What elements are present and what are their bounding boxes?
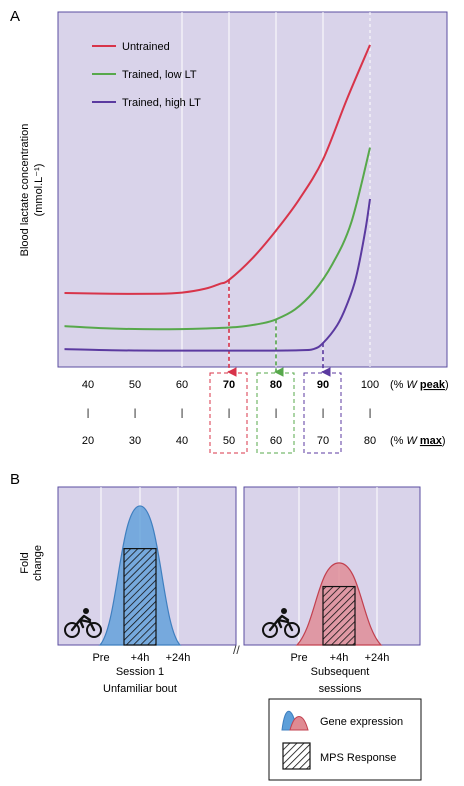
panel-a-background xyxy=(57,11,448,368)
session-time-label: +4h xyxy=(131,652,150,664)
x-tick-label-peak: 100 xyxy=(361,379,379,391)
panel-a-gridlines xyxy=(181,12,371,367)
x-axis-max-bold: max xyxy=(420,435,443,447)
session-2-label-line2: sessions xyxy=(319,683,362,695)
panel-a-y-axis-unit: (mmol.L⁻¹) xyxy=(33,164,45,217)
panel-a-legend: Untrained Trained, low LT Trained, high … xyxy=(92,41,201,109)
panel-b-legend: Gene expression MPS Response xyxy=(268,698,422,781)
cyclist-icon xyxy=(262,608,300,638)
x-tick-mark: | xyxy=(87,408,90,419)
mps-bar-session-1 xyxy=(123,548,157,646)
panel-b-session-1 xyxy=(57,486,237,646)
x-tick-mark: | xyxy=(134,408,137,419)
panel-a-series xyxy=(64,44,371,377)
legend-gene-expression-label: Gene expression xyxy=(320,716,403,728)
session-1-label-line2: Unfamiliar bout xyxy=(103,683,177,695)
series-line-untrained xyxy=(64,44,371,295)
x-tick-label-peak: 60 xyxy=(176,379,188,391)
panel-b-y-axis-title: Fold change xyxy=(19,545,44,581)
panel-a-x-axis: 40 | 20 50 | 30 60 | 40 70 | 50 80 | 60 90 | 70 100 | 80 xyxy=(82,379,379,447)
mps-bar-session-2 xyxy=(322,585,356,646)
session-time-label: +24h xyxy=(166,652,191,664)
series-line-trained-low xyxy=(64,147,371,331)
session-time-label: Pre xyxy=(290,652,307,664)
x-axis-max-prefix: (% xyxy=(390,435,407,447)
panel-b-x-axis: Pre +4h +24h Pre +4h +24h xyxy=(92,652,389,664)
axis-break-mark: // xyxy=(233,643,240,657)
panel-a-label: A xyxy=(10,8,20,25)
x-tick-label-peak: 40 xyxy=(82,379,94,391)
session-2-label-line1: Subsequent xyxy=(311,666,370,678)
panel-a-y-axis-label: Blood lactate concentration xyxy=(19,124,31,257)
x-tick-mark: | xyxy=(369,408,372,419)
session-1-label-line1: Session 1 xyxy=(116,666,164,678)
panel-b-y-axis-label-line2: change xyxy=(32,545,44,581)
x-tick-label-peak: 70 xyxy=(223,379,235,391)
panel-a-threshold-boxes xyxy=(209,372,342,454)
x-axis-peak-w: W xyxy=(407,379,419,391)
legend-mps-label: MPS Response xyxy=(320,752,396,764)
x-axis-peak-prefix: (% xyxy=(390,379,407,391)
panel-b-y-axis-label-line1: Fold xyxy=(19,552,31,573)
legend-label-trained-high: Trained, high LT xyxy=(122,97,201,109)
x-tick-label-max: 80 xyxy=(364,435,376,447)
x-tick-label-max: 70 xyxy=(317,435,329,447)
panel-b-label: B xyxy=(10,471,20,488)
legend-label-trained-low: Trained, low LT xyxy=(122,69,197,81)
series-line-trained-high xyxy=(64,198,371,352)
x-tick-mark: | xyxy=(228,408,231,419)
session-time-label: +4h xyxy=(330,652,349,664)
x-tick-label-max: 20 xyxy=(82,435,94,447)
x-tick-label-max: 30 xyxy=(129,435,141,447)
threshold-box-untrained xyxy=(209,372,248,454)
x-axis-peak-bold: peak xyxy=(420,379,446,391)
x-tick-label-peak: 50 xyxy=(129,379,141,391)
threshold-box-trained-high xyxy=(303,372,342,454)
threshold-box-trained-low xyxy=(256,372,295,454)
panel-b-session-2 xyxy=(243,486,421,646)
x-tick-label-max: 60 xyxy=(270,435,282,447)
legend-mps-swatch xyxy=(282,742,311,770)
session-time-label: Pre xyxy=(92,652,109,664)
x-axis-max-w: W xyxy=(407,435,419,447)
x-tick-label-peak: 80 xyxy=(270,379,282,391)
cyclist-icon xyxy=(64,608,102,638)
session-time-label: +24h xyxy=(365,652,390,664)
legend-label-untrained: Untrained xyxy=(122,41,170,53)
x-tick-mark: | xyxy=(322,408,325,419)
legend-gene-expression-red-icon xyxy=(289,716,309,731)
panel-a-plot xyxy=(57,11,448,377)
x-tick-label-peak: 90 xyxy=(317,379,329,391)
panel-a-y-axis-title: Blood lactate concentration (mmol.L⁻¹) xyxy=(19,124,45,257)
x-tick-mark: | xyxy=(275,408,278,419)
x-tick-label-max: 40 xyxy=(176,435,188,447)
x-tick-mark: | xyxy=(181,408,184,419)
x-tick-label-max: 50 xyxy=(223,435,235,447)
